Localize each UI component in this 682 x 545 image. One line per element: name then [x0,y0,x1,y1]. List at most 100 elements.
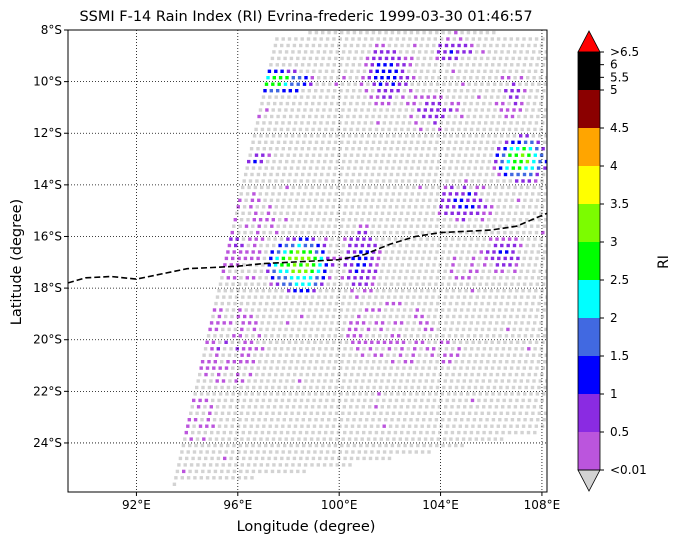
data-cell [407,314,412,319]
data-cell [412,321,416,325]
data-cell [417,327,421,332]
data-cell [284,353,289,357]
data-cell [274,69,278,73]
data-cell [249,230,253,235]
data-cell [381,263,385,267]
data-cell [362,347,366,351]
data-cell [181,443,186,448]
data-cell [462,269,466,273]
data-cell [219,334,223,338]
data-cell [478,366,482,370]
data-cell [296,301,301,306]
data-cell [350,205,354,209]
data-cell [393,185,397,190]
data-cell [329,353,333,357]
data-cell [260,405,264,409]
data-cell [539,347,544,351]
data-cell [479,360,484,364]
data-cell [453,418,458,422]
data-cell [338,450,342,454]
data-cell [398,50,403,54]
data-cell [452,340,456,344]
data-cell [460,140,464,144]
data-cell [417,437,421,441]
data-cell [287,398,291,403]
data-cell [507,237,512,241]
data-cell [439,37,444,41]
data-cell [267,153,271,157]
data-cell [247,159,251,164]
data-cell [393,295,397,299]
data-cell [288,366,292,370]
data-cell [251,166,256,170]
data-cell [185,456,189,461]
data-cell [385,327,390,332]
data-cell [303,301,307,306]
data-cell [466,140,471,144]
data-cell [403,443,407,448]
data-cell [304,159,308,164]
data-cell [360,353,365,357]
data-cell [199,392,204,396]
data-cell [521,263,525,267]
data-cell [284,218,288,222]
data-cell [341,108,345,112]
data-cell [523,89,527,93]
data-cell [423,108,427,112]
data-cell [250,198,255,202]
data-cell [261,398,266,403]
data-cell [431,430,436,435]
data-cell [449,218,453,222]
data-cell [505,166,509,170]
data-cell [282,282,286,286]
data-cell [487,243,491,248]
data-cell [491,282,495,286]
data-cell [356,69,360,73]
data-cell [246,301,250,306]
data-cell [441,166,446,170]
data-cell [531,411,535,415]
data-cell [373,327,377,332]
data-cell [362,153,366,157]
data-cell [373,269,378,273]
data-cell [263,308,267,312]
data-cell [362,237,366,241]
data-cell [221,437,225,441]
data-cell [268,205,272,209]
data-cell [404,82,408,86]
data-cell [285,295,289,299]
data-cell [432,347,436,351]
data-cell [427,147,431,151]
data-cell [524,411,529,415]
data-cell [375,398,380,403]
data-cell [482,101,486,106]
data-cell [395,230,399,235]
data-cell [376,366,381,370]
data-cell [200,443,205,448]
data-cell [504,418,508,422]
data-cell [224,340,228,344]
data-cell [429,411,434,415]
data-cell [355,101,359,106]
data-cell [289,443,293,448]
data-cell [287,314,291,319]
data-cell [476,347,480,351]
data-cell [540,372,544,377]
data-cell [321,166,325,170]
data-cell [387,153,392,157]
data-cell [261,153,265,157]
data-cell [419,69,424,73]
data-cell [414,424,418,428]
data-cell [268,121,272,125]
data-cell [400,69,405,73]
data-cell [368,456,373,461]
x-tick-label: 96°E [223,498,252,512]
data-cell [493,108,497,112]
data-cell [373,159,378,164]
data-cell [344,230,349,235]
data-cell [432,372,436,377]
data-cell [252,218,256,222]
data-cell [404,192,408,196]
data-cell [473,82,478,86]
data-cell [425,127,429,132]
